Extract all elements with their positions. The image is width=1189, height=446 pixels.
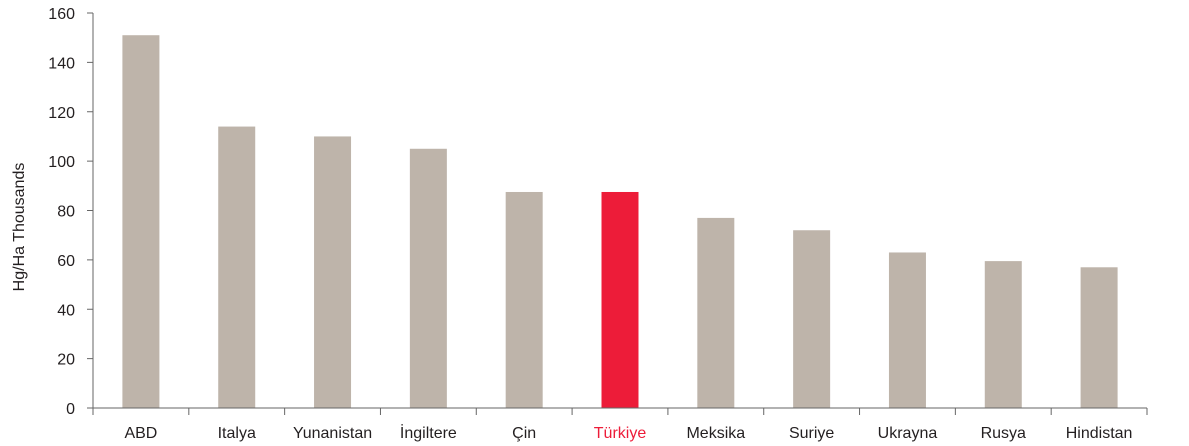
y-tick-label: 0 <box>66 401 75 418</box>
x-tick-label: İngiltere <box>400 423 457 442</box>
y-tick-label: 100 <box>48 154 75 171</box>
bar <box>888 252 926 408</box>
bar <box>122 35 160 408</box>
bar <box>793 230 831 408</box>
x-tick-label: Meksika <box>686 425 745 442</box>
bar <box>505 191 543 408</box>
bar <box>697 217 735 408</box>
y-tick-label: 140 <box>48 55 75 72</box>
bar <box>1080 267 1118 408</box>
x-tick-label: Hindistan <box>1066 425 1133 442</box>
x-tick-label: Suriye <box>789 425 834 442</box>
y-tick-label: 160 <box>48 6 75 23</box>
y-axis-ticks: 0 20 40 60 80 100 120 140 160 <box>48 6 94 418</box>
x-axis: ABD Italya Yunanistan İngiltere Çin Türkiye Me… <box>92 407 1148 442</box>
x-tick-label: Çin <box>512 425 536 442</box>
x-tick-label: Rusya <box>981 425 1026 442</box>
bar <box>218 126 256 408</box>
bar <box>601 191 639 408</box>
x-tick-label: Ukrayna <box>878 425 938 442</box>
bar <box>984 261 1022 408</box>
y-tick-label: 40 <box>57 302 75 319</box>
bars <box>122 35 1118 408</box>
y-tick-label: 80 <box>57 204 75 221</box>
y-axis-title: Hg/Ha Thousands <box>11 163 28 292</box>
x-tick-label: Türkiye <box>594 425 647 442</box>
y-tick-label: 120 <box>48 105 75 122</box>
x-tick-label: Italya <box>218 425 256 442</box>
x-tick-label: Yunanistan <box>293 425 372 442</box>
bar <box>409 148 447 408</box>
y-tick-label: 60 <box>57 253 75 270</box>
x-tick-label: ABD <box>124 425 157 442</box>
bar <box>314 136 352 408</box>
y-tick-label: 20 <box>57 352 75 369</box>
